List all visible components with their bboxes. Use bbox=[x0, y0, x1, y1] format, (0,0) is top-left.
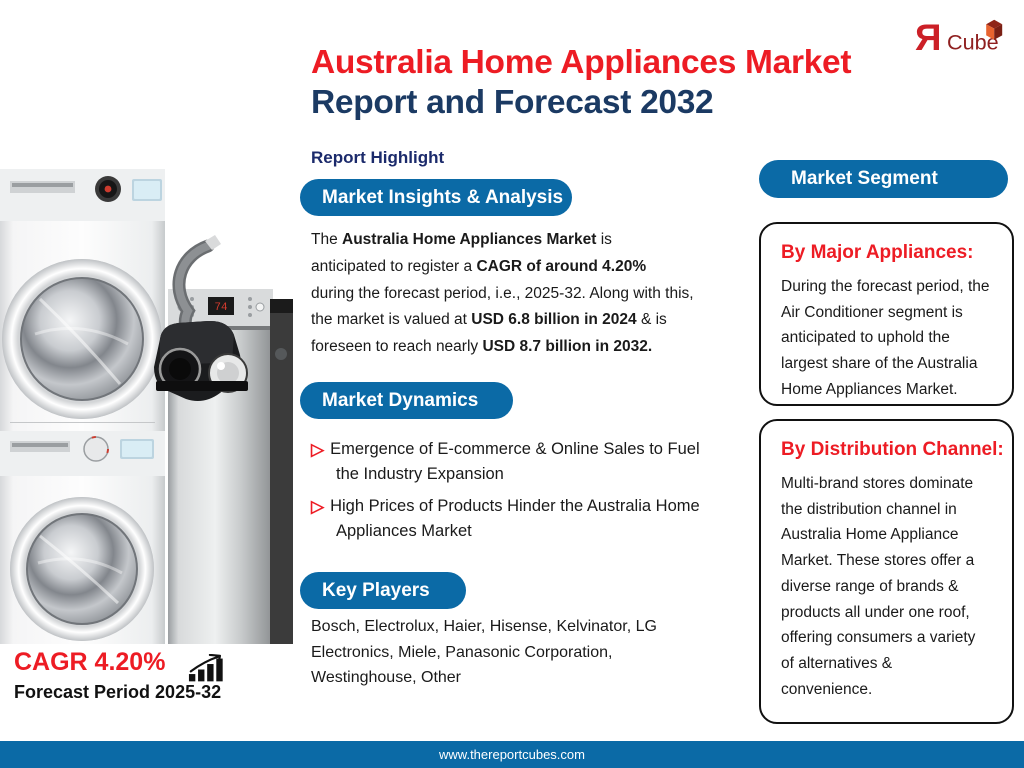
svg-text:Я: Я bbox=[915, 17, 941, 58]
svg-text:74: 74 bbox=[214, 302, 228, 314]
